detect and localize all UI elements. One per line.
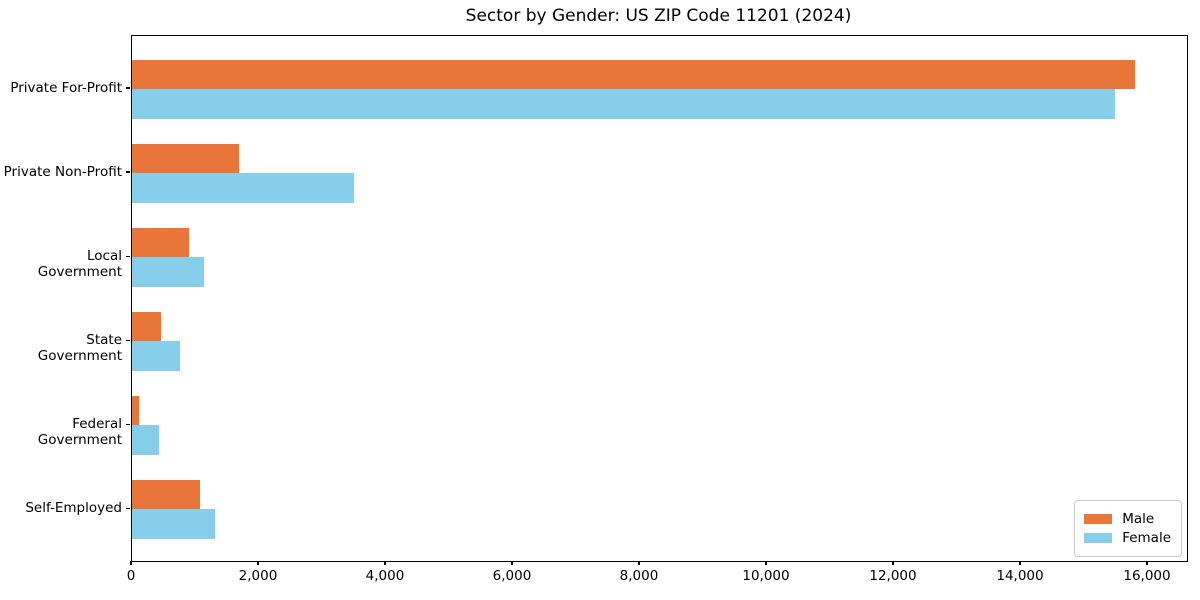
x-tick-label-2: 4,000 bbox=[365, 568, 405, 584]
x-tick-mark bbox=[257, 561, 259, 565]
y-tick-mark bbox=[126, 507, 130, 509]
legend-label-male: Male bbox=[1122, 511, 1155, 527]
legend-swatch-female bbox=[1084, 533, 1113, 543]
legend-entry-male: Male bbox=[1084, 511, 1171, 527]
bar-male-3 bbox=[132, 311, 162, 342]
x-tick-mark bbox=[892, 561, 894, 565]
legend-entry-female: Female bbox=[1084, 530, 1171, 546]
x-tick-label-1: 2,000 bbox=[238, 568, 278, 584]
x-tick-label-0: 0 bbox=[126, 568, 136, 584]
y-tick-mark bbox=[126, 423, 130, 425]
x-tick-mark bbox=[1146, 561, 1148, 565]
x-tick-label-8: 16,000 bbox=[1123, 568, 1171, 584]
y-tick-label-0: Private For-Profit bbox=[10, 80, 122, 96]
bar-female-5 bbox=[132, 509, 215, 539]
legend-entries: Male Female bbox=[1084, 511, 1171, 546]
bar-female-0 bbox=[132, 89, 1115, 119]
legend-label-female: Female bbox=[1122, 530, 1171, 546]
x-tick-mark bbox=[765, 561, 767, 565]
bar-female-1 bbox=[132, 173, 354, 203]
chart-title: Sector by Gender: US ZIP Code 11201 (202… bbox=[465, 6, 852, 26]
y-tick-label-4: Federal Government bbox=[37, 416, 122, 449]
x-tick-mark bbox=[1019, 561, 1021, 565]
y-tick-label-5: Self-Employed bbox=[25, 500, 122, 517]
x-tick-label-7: 14,000 bbox=[996, 568, 1044, 584]
bar-female-4 bbox=[132, 425, 160, 455]
bar-male-1 bbox=[132, 143, 240, 174]
y-tick-label-3: State Government bbox=[37, 332, 122, 365]
y-tick-mark bbox=[126, 87, 130, 89]
plot-area: Male Female bbox=[131, 35, 1188, 562]
y-tick-mark bbox=[126, 255, 130, 257]
y-tick-label-1: Private Non-Profit bbox=[3, 164, 122, 181]
y-tick-mark bbox=[126, 339, 130, 341]
x-tick-mark bbox=[384, 561, 386, 565]
bar-female-3 bbox=[132, 341, 181, 371]
legend-swatch-male bbox=[1084, 514, 1113, 524]
x-tick-label-5: 10,000 bbox=[742, 568, 790, 584]
bar-male-4 bbox=[132, 395, 139, 426]
bar-male-5 bbox=[132, 479, 200, 510]
bar-male-0 bbox=[132, 59, 1136, 89]
x-tick-label-3: 6,000 bbox=[492, 568, 532, 584]
x-tick-label-6: 12,000 bbox=[869, 568, 917, 584]
bar-female-2 bbox=[132, 257, 204, 287]
legend: Male Female bbox=[1074, 500, 1182, 557]
y-tick-mark bbox=[126, 171, 130, 173]
y-tick-label-2: Local Government bbox=[37, 248, 122, 281]
x-tick-mark bbox=[511, 561, 513, 565]
x-tick-mark bbox=[130, 561, 132, 565]
x-tick-label-4: 8,000 bbox=[619, 568, 659, 584]
bar-male-2 bbox=[132, 227, 189, 258]
x-tick-mark bbox=[638, 561, 640, 565]
